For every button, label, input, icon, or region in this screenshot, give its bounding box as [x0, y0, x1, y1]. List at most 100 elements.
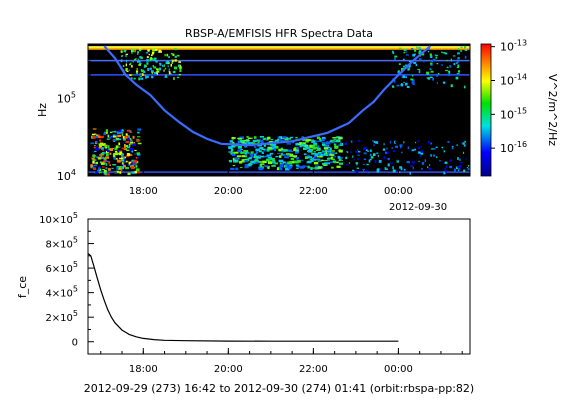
emission-pixel: [312, 167, 317, 169]
emission-pixel: [346, 151, 349, 153]
emission-pixel: [455, 62, 458, 64]
emission-pixel: [131, 162, 135, 166]
emission-pixel: [127, 135, 130, 139]
emission-pixel: [121, 152, 124, 155]
emission-pixel: [271, 164, 276, 167]
emission-pixel: [137, 128, 142, 131]
emission-pixel: [291, 141, 295, 144]
emission-pixel: [420, 168, 423, 170]
emission-pixel: [407, 74, 410, 76]
emission-pixel: [467, 167, 471, 171]
emission-pixel: [134, 170, 137, 174]
emission-pixel: [247, 142, 253, 146]
emission-pixel: [460, 50, 463, 52]
emission-pixel: [98, 134, 101, 137]
emission-pixel: [318, 151, 322, 155]
emission-pixel: [326, 151, 331, 154]
emission-pixel: [92, 128, 97, 130]
emission-pixel: [274, 139, 279, 142]
emission-pixel: [178, 73, 181, 76]
emission-pixel: [348, 162, 351, 164]
emission-pixel: [99, 145, 103, 147]
emission-pixel: [387, 157, 390, 161]
emission-pixel: [444, 161, 448, 164]
emission-pixel: [308, 149, 312, 152]
emission-pixel: [159, 62, 162, 66]
emission-pixel: [125, 133, 128, 136]
emission-pixel: [100, 157, 105, 159]
emission-pixel: [426, 77, 430, 79]
emission-pixel: [120, 130, 124, 133]
emission-pixel: [107, 134, 110, 138]
emission-pixel: [113, 138, 117, 142]
emission-pixel: [130, 139, 133, 141]
emission-pixel: [467, 165, 470, 167]
emission-pixel: [150, 54, 153, 57]
emission-pixel: [427, 166, 429, 169]
emission-pixel: [338, 137, 343, 140]
emission-pixel: [323, 145, 329, 148]
emission-pixel: [237, 145, 242, 149]
emission-pixel: [298, 143, 301, 146]
emission-pixel: [444, 168, 446, 172]
emission-pixel: [432, 58, 436, 62]
emission-pixel: [241, 155, 246, 158]
emission-pixel: [178, 61, 182, 63]
emission-pixel: [102, 150, 105, 152]
emission-pixel: [126, 70, 129, 72]
emission-pixel: [447, 73, 451, 76]
emission-pixel: [125, 68, 128, 71]
emission-pixel: [408, 64, 411, 67]
emission-pixel: [456, 73, 460, 75]
emission-pixel: [295, 142, 300, 146]
emission-pixel: [168, 70, 170, 73]
emission-pixel: [107, 133, 110, 136]
emission-pixel: [407, 68, 410, 71]
emission-pixel: [269, 152, 274, 155]
emission-pixel: [286, 143, 292, 145]
emission-pixel: [459, 162, 463, 164]
emission-pixel: [402, 75, 406, 79]
emission-pixel: [260, 140, 264, 144]
spectrogram-y-axis-label: Hz: [36, 103, 49, 117]
emission-pixel: [255, 148, 261, 152]
emission-pixel: [331, 141, 335, 144]
emission-pixel: [112, 164, 116, 166]
emission-pixel: [362, 163, 365, 166]
emission-pixel: [465, 157, 467, 160]
emission-pixel: [412, 54, 416, 57]
emission-pixel: [398, 171, 401, 173]
emission-pixel: [314, 146, 319, 149]
emission-pixel: [368, 159, 371, 163]
emission-pixel: [104, 172, 107, 176]
emission-pixel: [237, 137, 243, 140]
emission-pixel: [163, 64, 165, 67]
emission-pixel: [414, 49, 417, 52]
emission-pixel: [397, 160, 399, 162]
emission-pixel: [255, 151, 259, 154]
emission-pixel: [100, 135, 104, 139]
emission-pixel: [394, 57, 396, 60]
emission-pixel: [287, 161, 293, 165]
emission-pixel: [367, 150, 369, 152]
emission-pixel: [456, 165, 460, 168]
emission-pixel: [252, 139, 258, 143]
emission-pixel: [239, 160, 243, 164]
emission-pixel: [435, 73, 439, 77]
emission-pixel: [392, 169, 396, 173]
emission-pixel: [250, 151, 254, 154]
emission-pixel: [449, 159, 453, 162]
emission-pixel: [123, 163, 126, 165]
emission-pixel: [458, 168, 461, 170]
emission-pixel: [436, 82, 438, 85]
emission-pixel: [128, 154, 133, 156]
emission-pixel: [295, 150, 299, 153]
emission-pixel: [466, 166, 469, 169]
emission-pixel: [122, 142, 125, 144]
emission-pixel: [312, 159, 317, 161]
emission-pixel: [124, 144, 126, 146]
emission-pixel: [118, 165, 122, 168]
emission-pixel: [299, 142, 302, 145]
emission-pixel: [362, 168, 365, 170]
emission-pixel: [171, 59, 173, 62]
